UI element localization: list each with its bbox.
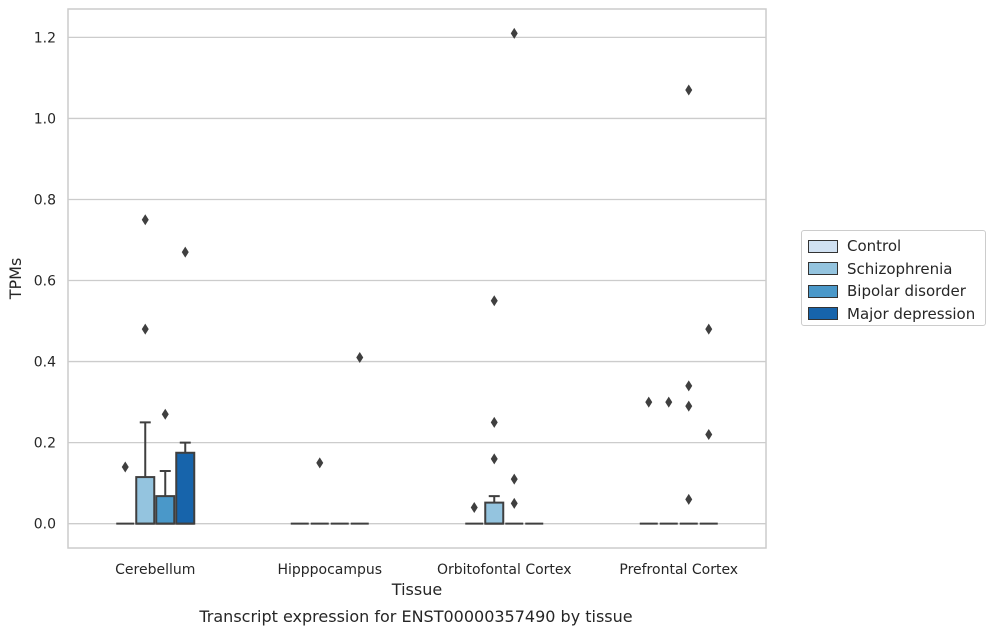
legend-item-schizophrenia: Schizophrenia: [808, 258, 985, 281]
box-prefrontal-cortex-major-depression-outlier: [705, 429, 713, 441]
box-prefrontal-cortex-major-depression: [699, 323, 718, 525]
box-orbitofontal-cortex-schizophrenia-outlier: [490, 453, 498, 465]
box-orbitofontal-cortex-schizophrenia-outlier: [490, 295, 498, 307]
plot-frame: [67, 8, 767, 549]
box-orbitofontal-cortex-schizophrenia-outlier: [490, 416, 498, 428]
box-prefrontal-cortex-bipolar-disorder-outlier: [685, 84, 693, 96]
legend-swatch-schizophrenia: [808, 262, 838, 276]
box-orbitofontal-cortex-bipolar-disorder-outlier: [510, 497, 518, 509]
y-tick-label: 1.2: [34, 30, 56, 46]
box-orbitofontal-cortex-control-outlier: [470, 501, 478, 513]
box-prefrontal-cortex-control: [639, 396, 658, 525]
legend-item-bipolar-disorder: Bipolar disorder: [808, 280, 985, 303]
box-cerebellum-major-depression-outlier: [181, 246, 189, 258]
box-groups: [116, 27, 718, 525]
box-cerebellum-major-depression-body: [175, 451, 196, 525]
box-prefrontal-cortex-bipolar-disorder-outlier: [685, 493, 693, 505]
legend-swatch-control: [808, 239, 838, 253]
box-group-cerebellum: [116, 214, 196, 525]
y-axis-label: TPMs: [6, 258, 25, 301]
y-tick-label: 0.4: [34, 355, 56, 371]
y-tick-label: 0.8: [34, 192, 56, 208]
y-tick-labels: 0.0 0.2 0.4 0.6 0.8 1.0 1.2: [34, 30, 56, 532]
box-hipppocampus-schizophrenia-outlier: [316, 457, 324, 469]
box-prefrontal-cortex-schizophrenia-outlier: [665, 396, 673, 408]
box-prefrontal-cortex-bipolar-disorder: [679, 84, 698, 525]
box-cerebellum-schizophrenia: [135, 214, 156, 525]
box-prefrontal-cortex-bipolar-disorder-outlier: [685, 400, 693, 412]
box-group-orbitofontal-cortex: [465, 27, 544, 525]
y-tick-label: 1.0: [34, 111, 56, 127]
box-cerebellum-schizophrenia-body: [135, 476, 156, 525]
x-tick-label: Prefrontal Cortex: [619, 562, 738, 578]
box-cerebellum-schizophrenia-outlier: [141, 214, 149, 226]
box-prefrontal-cortex-major-depression-outlier: [705, 323, 713, 335]
box-group-prefrontal-cortex: [639, 84, 718, 525]
box-orbitofontal-cortex-schizophrenia: [484, 295, 505, 525]
grid-lines: [68, 36, 766, 525]
box-prefrontal-cortex-bipolar-disorder-outlier: [685, 380, 693, 392]
box-prefrontal-cortex-schizophrenia: [659, 396, 678, 525]
box-hipppocampus-major-depression-outlier: [356, 352, 364, 364]
legend-label-control: Control: [847, 237, 902, 256]
box-orbitofontal-cortex-bipolar-disorder: [505, 27, 524, 525]
x-tick-label: Orbitofontal Cortex: [437, 562, 572, 578]
box-cerebellum-bipolar-disorder-outlier: [161, 408, 169, 420]
box-orbitofontal-cortex-bipolar-disorder-outlier: [510, 27, 518, 39]
legend-label-major-depression: Major depression: [847, 304, 976, 323]
box-orbitofontal-cortex-control: [465, 501, 484, 525]
y-tick-label: 0.2: [34, 436, 56, 452]
x-tick-labels: Cerebellum Hipppocampus Orbitofontal Corte…: [115, 562, 738, 578]
box-cerebellum-bipolar-disorder-body: [155, 495, 176, 525]
y-tick-label: 0.0: [34, 517, 56, 533]
legend-swatch-major-depression: [808, 307, 838, 321]
x-tick-label: Cerebellum: [115, 562, 195, 578]
y-tick-label: 0.6: [34, 274, 56, 290]
chart-title: Transcript expression for ENST0000035749…: [198, 607, 632, 626]
legend-label-bipolar-disorder: Bipolar disorder: [847, 282, 966, 301]
legend-label-schizophrenia: Schizophrenia: [847, 259, 953, 278]
legend-item-major-depression: Major depression: [808, 303, 985, 326]
box-cerebellum-bipolar-disorder: [155, 408, 176, 525]
x-axis-label: Tissue: [391, 580, 442, 599]
box-cerebellum-schizophrenia-outlier: [141, 323, 149, 335]
box-cerebellum-major-depression: [175, 246, 196, 525]
box-group-hipppocampus: [290, 352, 369, 525]
box-hipppocampus-schizophrenia: [310, 457, 329, 525]
chart-legend: Control Schizophrenia Bipolar disorder M…: [801, 230, 986, 326]
x-tick-label: Hipppocampus: [277, 562, 382, 578]
box-prefrontal-cortex-control-outlier: [645, 396, 653, 408]
box-cerebellum-control-outlier: [121, 461, 129, 473]
box-hipppocampus-major-depression: [350, 352, 369, 525]
box-cerebellum-control: [116, 461, 135, 525]
box-orbitofontal-cortex-bipolar-disorder-outlier: [510, 473, 518, 485]
box-orbitofontal-cortex-schizophrenia-body: [484, 501, 505, 525]
legend-swatch-bipolar-disorder: [808, 284, 838, 298]
legend-item-control: Control: [808, 235, 985, 258]
